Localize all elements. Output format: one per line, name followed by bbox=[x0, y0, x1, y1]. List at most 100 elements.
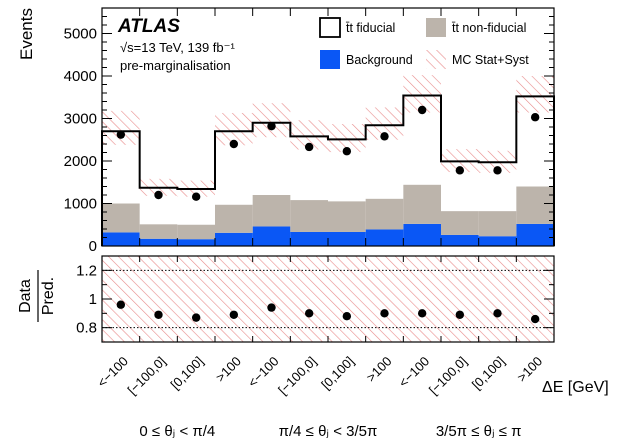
legend-swatch-uncertainty bbox=[426, 50, 446, 69]
atlas-label: ATLAS bbox=[117, 16, 180, 37]
uncertainty-bands bbox=[102, 75, 554, 197]
energy-lumi-label: √s=13 TeV, 139 fb⁻¹ bbox=[120, 40, 236, 55]
ratio-point bbox=[116, 300, 126, 309]
data-point bbox=[417, 105, 427, 115]
category-label: >100 bbox=[514, 354, 545, 385]
background-bar bbox=[441, 234, 479, 246]
background-bar bbox=[365, 229, 404, 246]
data-point bbox=[229, 139, 239, 149]
category-label: >100 bbox=[213, 354, 244, 385]
ratio-plot-frame bbox=[101, 255, 555, 343]
legend-swatch-non-fiducial bbox=[426, 18, 446, 37]
y-tick-label: 1000 bbox=[64, 196, 97, 213]
background-bar bbox=[139, 238, 178, 246]
data-point bbox=[191, 192, 201, 201]
non-fiducial-bar bbox=[290, 200, 328, 232]
background-bar bbox=[328, 231, 366, 246]
category-label: [−100,0] bbox=[275, 354, 319, 398]
category-label: [0,100] bbox=[168, 354, 207, 393]
data-point bbox=[154, 190, 163, 200]
background-bar bbox=[177, 239, 215, 246]
legend-label-non-fiducial: t̄t non-fiducial bbox=[452, 21, 527, 35]
ratio-y-label-top: Data bbox=[17, 279, 34, 313]
non-fiducial-bar bbox=[139, 224, 178, 239]
uncertainty-band bbox=[252, 103, 291, 138]
y-tick-label: 0 bbox=[89, 238, 97, 255]
uncertainty-band bbox=[102, 110, 140, 145]
background-bars bbox=[102, 223, 554, 246]
ratio-point bbox=[267, 303, 276, 312]
ratio-y-tick-label: 1 bbox=[89, 291, 97, 308]
non-fiducial-bar bbox=[441, 211, 479, 235]
data-point bbox=[493, 166, 502, 175]
non-fiducial-bar bbox=[177, 224, 215, 240]
ratio-y-label-bottom: Pred. bbox=[40, 277, 57, 315]
background-bar bbox=[516, 223, 554, 246]
data-point bbox=[116, 130, 126, 139]
ratio-point bbox=[455, 310, 465, 319]
ratio-point bbox=[342, 312, 352, 321]
y-tick-label: 5000 bbox=[64, 26, 97, 43]
ratio-y-axis-ticks: 0.8 1 1.2 bbox=[76, 262, 554, 337]
non-fiducial-bar bbox=[403, 184, 441, 224]
group-labels: 0 ≤ θⱼ < π/4 π/4 ≤ θⱼ < 3/5π 3/5π ≤ θⱼ ≤ π bbox=[139, 423, 521, 440]
legend: t̄t fiducial t̄t non-fiducial Background… bbox=[319, 17, 529, 69]
legend-label-fiducial: t̄t fiducial bbox=[346, 21, 396, 35]
ratio-plot: 0.8 1 1.2 bbox=[76, 255, 555, 343]
data-point bbox=[267, 121, 276, 131]
stage-label: pre-marginalisation bbox=[120, 58, 231, 73]
ratio-point bbox=[229, 310, 239, 319]
non-fiducial-bar bbox=[478, 211, 517, 237]
group-label: 0 ≤ θⱼ < π/4 bbox=[139, 423, 215, 440]
background-bar bbox=[215, 232, 253, 246]
data-point bbox=[455, 166, 465, 175]
x-axis-label: ΔE [GeV] bbox=[542, 379, 609, 396]
ratio-point bbox=[417, 309, 427, 318]
uncertainty-band bbox=[516, 76, 554, 113]
group-label: π/4 ≤ θⱼ < 3/5π bbox=[279, 423, 378, 440]
non-fiducial-bar bbox=[328, 201, 366, 232]
ratio-point bbox=[191, 313, 201, 322]
main-plot: 0 1000 2000 3000 4000 5000 bbox=[64, 7, 555, 255]
y-tick-label: 2000 bbox=[64, 153, 97, 170]
data-point bbox=[342, 147, 352, 156]
background-bar bbox=[252, 226, 291, 246]
non-fiducial-bar bbox=[516, 186, 554, 224]
group-label: 3/5π ≤ θⱼ ≤ π bbox=[436, 423, 522, 440]
category-label: >100 bbox=[363, 354, 394, 385]
data-point bbox=[530, 113, 540, 122]
non-fiducial-bar bbox=[252, 195, 291, 227]
category-label: [−100,0] bbox=[125, 354, 169, 398]
ratio-point bbox=[304, 309, 314, 318]
data-point bbox=[380, 132, 389, 141]
y-tick-label: 3000 bbox=[64, 111, 97, 128]
ratio-y-tick-label: 1.2 bbox=[76, 262, 97, 279]
main-y-axis-label: Events bbox=[17, 8, 36, 60]
y-tick-label: 4000 bbox=[64, 68, 97, 85]
category-label: [−100,0] bbox=[426, 354, 470, 398]
category-label: [0,100] bbox=[469, 354, 508, 393]
main-plot-frame bbox=[101, 7, 555, 247]
non-fiducial-bar bbox=[215, 204, 253, 233]
ratio-point bbox=[380, 309, 389, 318]
legend-label-background: Background bbox=[346, 53, 413, 67]
background-bar bbox=[102, 232, 140, 246]
background-bar bbox=[403, 223, 441, 246]
ratio-point bbox=[154, 310, 163, 319]
main-y-axis-ticks: 0 1000 2000 3000 4000 5000 bbox=[64, 16, 554, 255]
ratio-y-tick-label: 0.8 bbox=[76, 320, 97, 337]
non-fiducial-bar bbox=[102, 203, 140, 233]
ratio-uncertainty-band bbox=[102, 256, 554, 342]
legend-swatch-background bbox=[320, 50, 340, 69]
legend-swatch-fiducial bbox=[319, 17, 341, 38]
non-fiducial-bars bbox=[102, 184, 554, 240]
legend-label-uncertainty: MC Stat+Syst bbox=[452, 53, 529, 67]
fiducial-histogram-line bbox=[101, 94, 555, 246]
ratio-point bbox=[530, 314, 540, 324]
background-bar bbox=[290, 231, 328, 246]
ratio-point bbox=[493, 309, 502, 318]
category-labels: <−100[−100,0][0,100] >100 <−100[−100,0][0,… bbox=[94, 354, 545, 398]
data-point bbox=[304, 142, 314, 152]
ratio-points bbox=[116, 300, 540, 324]
